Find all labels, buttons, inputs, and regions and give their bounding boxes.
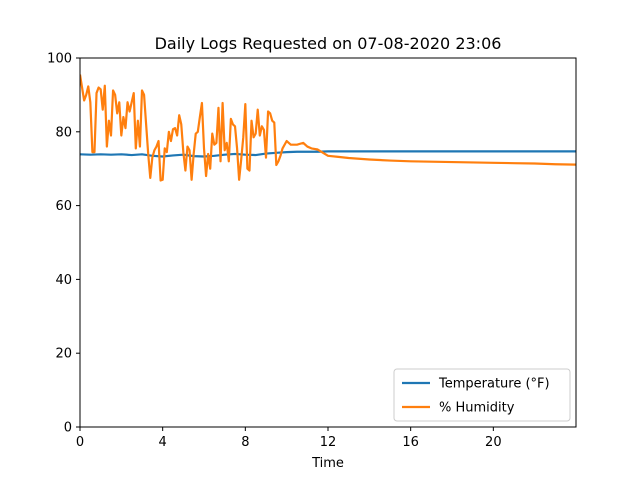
y-tick-label: 0 [64,421,72,436]
x-tick-label: 4 [159,435,167,450]
y-tick-label: 100 [47,52,72,67]
series-line-1 [80,150,576,158]
legend-label-1: Temperature (°F) [438,377,550,392]
x-axis: 0 4 8 12 16 20 [76,427,502,450]
plot-area [80,74,576,182]
y-tick-label: 40 [55,273,72,288]
x-axis-label: Time [311,456,344,471]
y-tick-label: 20 [55,347,72,362]
x-tick-label: 12 [320,435,337,450]
y-tick-label: 80 [55,125,72,140]
legend-label-2: % Humidity [439,401,515,416]
series-line-2 [80,74,576,182]
x-tick-label: 16 [402,435,419,450]
legend: Temperature (°F) % Humidity [393,368,571,422]
x-tick-label: 8 [241,435,249,450]
chart-title: Daily Logs Requested on 07-08-2020 23:06 [155,34,502,53]
y-axis: 0 20 40 60 80 100 [47,52,80,436]
x-tick-label: 20 [485,435,502,450]
x-tick-label: 0 [76,435,84,450]
legend-box [393,368,571,422]
y-tick-label: 60 [55,199,72,214]
